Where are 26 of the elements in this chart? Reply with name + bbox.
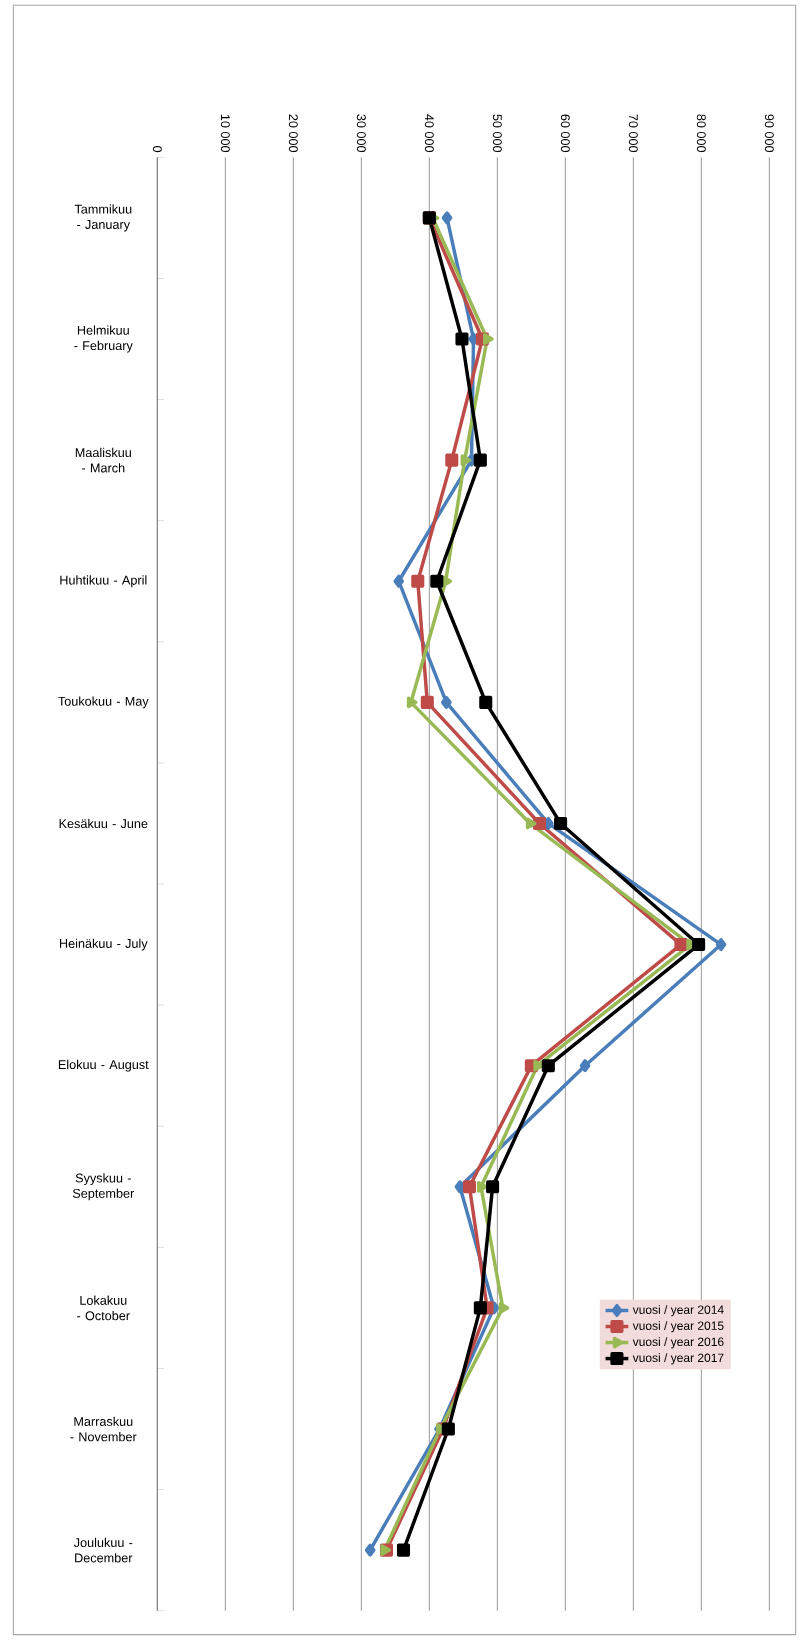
y-tick-label: Syyskuu - September [72,1173,135,1201]
y-tick-label: Joulukuu - December [73,1537,133,1563]
x-tick-label: 0 [152,146,162,153]
y-tick-label: Heinäkuu - July [59,938,148,951]
x-tick-label: 20 000 [288,114,298,153]
y-tick-label: Helmikuu - February [74,325,133,353]
y-tick-label: Tammikuu - January [74,204,132,232]
legend-label: vuosi / year 2015 [632,1321,724,1333]
y-tick-label: Huhtikuu - April [60,575,147,588]
legend-label: vuosi / year 2016 [632,1337,724,1349]
y-tick-label: Lokakuu - October [77,1295,130,1321]
y-tick-label: Maaliskuu - March [75,447,131,473]
y-tick-label: Toukokuu - May [58,696,149,709]
y-tick-label: Marraskuu - November [70,1416,137,1442]
legend-label: vuosi / year 2014 [632,1305,724,1317]
x-tick-label: 40 000 [424,114,434,153]
x-tick-label: 70 000 [628,114,638,153]
y-tick-label: Elokuu - August [58,1059,149,1072]
x-tick-label: 30 000 [356,114,366,153]
x-tick-label: 90 000 [764,114,774,153]
x-tick-label: 50 000 [492,114,502,153]
x-tick-label: 80 000 [696,114,706,153]
x-tick-label: 10 000 [220,114,230,153]
legend-label: vuosi / year 2017 [632,1353,724,1365]
x-tick-label: 60 000 [560,114,570,153]
y-tick-label: Kesäkuu - June [59,818,148,829]
